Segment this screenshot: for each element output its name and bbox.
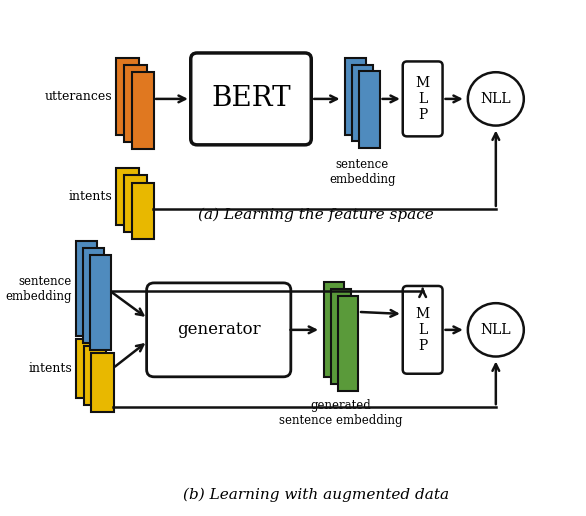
FancyBboxPatch shape bbox=[83, 248, 104, 343]
FancyBboxPatch shape bbox=[84, 346, 106, 405]
FancyBboxPatch shape bbox=[191, 53, 311, 145]
Text: M
L
P: M L P bbox=[415, 307, 430, 353]
Text: sentence
embedding: sentence embedding bbox=[5, 275, 72, 303]
FancyBboxPatch shape bbox=[117, 168, 139, 224]
Text: BERT: BERT bbox=[211, 86, 291, 112]
Text: utterances: utterances bbox=[45, 90, 112, 103]
FancyBboxPatch shape bbox=[352, 64, 373, 141]
Text: NLL: NLL bbox=[481, 323, 511, 337]
FancyBboxPatch shape bbox=[124, 65, 146, 142]
Text: generated
sentence embedding: generated sentence embedding bbox=[279, 399, 403, 427]
FancyBboxPatch shape bbox=[359, 71, 380, 148]
FancyBboxPatch shape bbox=[124, 175, 146, 232]
Text: intents: intents bbox=[69, 190, 112, 203]
FancyBboxPatch shape bbox=[76, 241, 97, 336]
FancyBboxPatch shape bbox=[323, 282, 344, 377]
Circle shape bbox=[468, 72, 524, 125]
FancyBboxPatch shape bbox=[146, 283, 291, 377]
FancyBboxPatch shape bbox=[403, 286, 442, 374]
Text: sentence
embedding: sentence embedding bbox=[329, 158, 396, 186]
FancyBboxPatch shape bbox=[76, 339, 98, 398]
FancyBboxPatch shape bbox=[331, 289, 351, 384]
Text: intents: intents bbox=[28, 362, 72, 375]
Text: generator: generator bbox=[177, 321, 261, 338]
FancyBboxPatch shape bbox=[338, 296, 358, 391]
FancyBboxPatch shape bbox=[132, 183, 154, 239]
FancyBboxPatch shape bbox=[117, 58, 139, 135]
FancyBboxPatch shape bbox=[403, 61, 442, 136]
Text: (a) Learning the feature space: (a) Learning the feature space bbox=[197, 207, 434, 221]
Circle shape bbox=[468, 303, 524, 357]
FancyBboxPatch shape bbox=[345, 58, 366, 135]
FancyBboxPatch shape bbox=[90, 255, 111, 350]
Text: NLL: NLL bbox=[481, 92, 511, 106]
FancyBboxPatch shape bbox=[132, 72, 154, 149]
Text: M
L
P: M L P bbox=[415, 76, 430, 122]
FancyBboxPatch shape bbox=[91, 353, 114, 412]
Text: (b) Learning with augmented data: (b) Learning with augmented data bbox=[182, 488, 449, 502]
